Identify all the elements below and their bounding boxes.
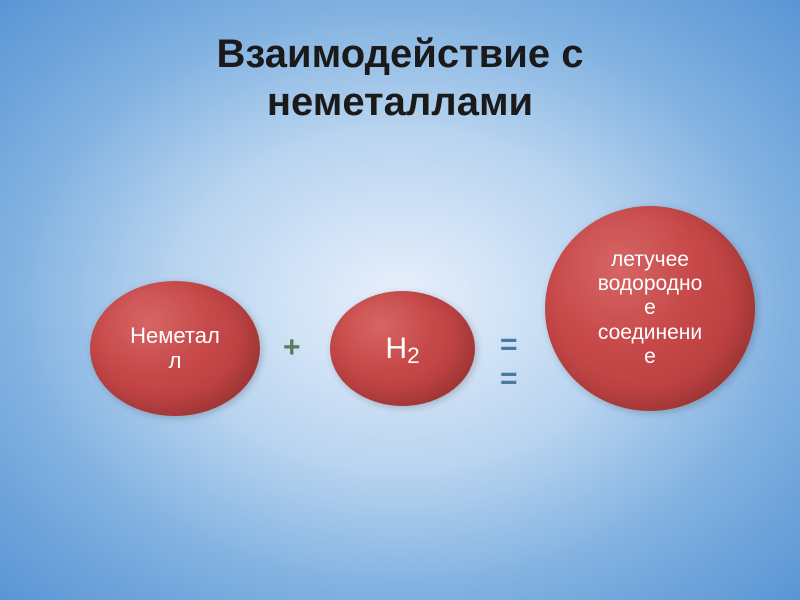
node-h2: H2 — [330, 291, 475, 406]
title-line-2: неметаллами — [267, 80, 533, 124]
node-nonmetal-label: Неметал л — [130, 324, 220, 372]
node-h2-label: H2 — [385, 332, 419, 366]
reaction-diagram: Неметал л + H2 == летучее водородно е со… — [0, 186, 800, 586]
node-compound: летучее водородно е соединени е — [545, 206, 755, 411]
diagram-title: Взаимодействие с неметаллами — [0, 0, 800, 126]
node-nonmetal: Неметал л — [90, 281, 260, 416]
node-compound-label: летучее водородно е соединени е — [598, 248, 703, 369]
title-line-1: Взаимодействие с — [217, 32, 584, 76]
equals-operator: == — [500, 328, 512, 396]
plus-operator: + — [283, 331, 301, 365]
